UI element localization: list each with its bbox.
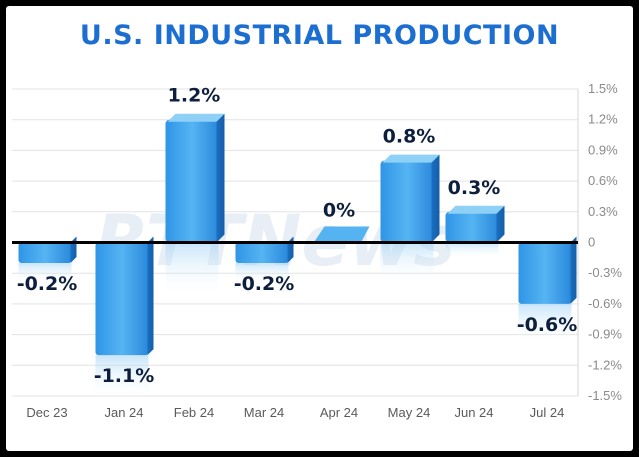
bar-reflection [380, 242, 434, 284]
bar-top [167, 113, 225, 122]
bar-front [18, 242, 72, 263]
bar [235, 236, 294, 284]
bar-side [216, 113, 225, 243]
x-tick-label: Apr 24 [320, 405, 358, 420]
bar [165, 113, 225, 298]
data-label: 0.3% [448, 177, 501, 199]
bar-front [95, 242, 149, 356]
bar-front [380, 160, 434, 243]
y-tick-label: -0.9% [588, 327, 622, 342]
bar-reflection [95, 355, 149, 401]
x-tick-label: Dec 23 [26, 405, 67, 420]
bar-front [445, 211, 499, 243]
bar-front [235, 242, 289, 263]
x-tick-label: Jun 24 [454, 405, 493, 420]
bar-side [431, 154, 440, 243]
y-tick-label: 0 [588, 235, 595, 250]
data-label: 0% [323, 200, 355, 222]
y-tick-label: 1.2% [588, 112, 618, 127]
bar-front [518, 242, 572, 304]
y-tick-label: 0.3% [588, 204, 618, 219]
data-label: -0.6% [517, 314, 578, 336]
bar-reflection [518, 303, 572, 345]
bar-reflection [235, 262, 289, 284]
x-axis-ticks: Dec 23 Jan 24 Feb 24 Mar 24 Apr 24 May 24 Jun … [26, 405, 564, 420]
bar [380, 154, 440, 284]
y-tick-label: -1.5% [588, 388, 622, 403]
bar-top [447, 205, 505, 214]
bar [95, 236, 154, 401]
data-label: -0.2% [17, 273, 78, 295]
x-tick-label: Jan 24 [104, 405, 143, 420]
y-tick-label: -0.6% [588, 296, 622, 311]
data-label: 0.8% [383, 126, 436, 148]
x-tick-label: May 24 [388, 405, 431, 420]
y-tick-label: -1.2% [588, 357, 622, 372]
bar-side [147, 236, 154, 356]
chart-title: U.S. INDUSTRIAL PRODUCTION [79, 20, 560, 51]
data-label: -0.2% [234, 273, 295, 295]
x-tick-label: Feb 24 [174, 405, 214, 420]
bar-reflection [165, 242, 219, 298]
bar [18, 236, 77, 284]
bar [314, 226, 370, 242]
y-tick-label: 0.6% [588, 173, 618, 188]
bar-side [496, 205, 505, 243]
x-tick-label: Mar 24 [244, 405, 284, 420]
bar-reflection [18, 262, 72, 284]
bar-top [314, 226, 370, 242]
data-label: 1.2% [168, 85, 221, 107]
bar-side [570, 236, 577, 304]
bar [518, 236, 577, 345]
bar-front [165, 119, 219, 243]
y-tick-label: 1.5% [588, 81, 618, 96]
data-labels: -0.2% -1.1% 1.2% -0.2% 0% 0.8% 0.3% -0.6% [17, 85, 578, 387]
y-axis-ticks: 1.5% 1.2% 0.9% 0.6% 0.3% 0 -0.3% -0.6% -0.9% -1.2… [588, 81, 622, 403]
y-tick-label: 0.9% [588, 142, 618, 157]
bar-top [382, 154, 440, 163]
bars [18, 113, 577, 401]
x-tick-label: Jul 24 [530, 405, 565, 420]
bar-reflection [445, 242, 499, 258]
data-label: -1.1% [94, 365, 155, 387]
bar [445, 205, 505, 258]
bar-side [70, 236, 77, 263]
y-tick-label: -0.3% [588, 265, 622, 280]
